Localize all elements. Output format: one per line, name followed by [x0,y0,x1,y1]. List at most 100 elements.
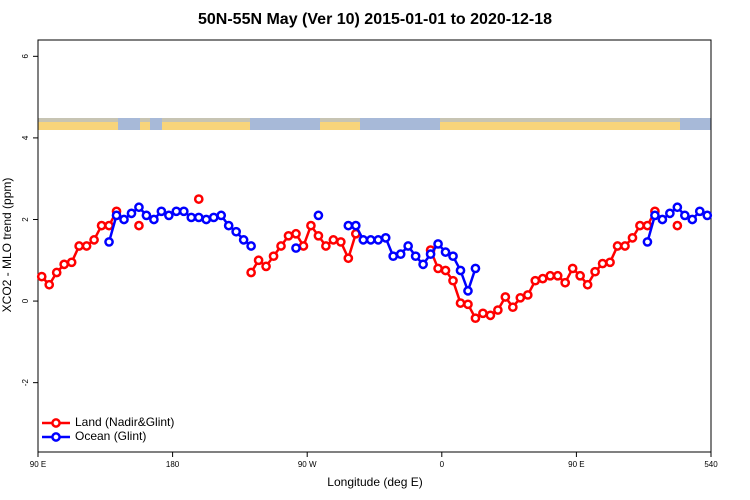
y-tick-label: 2 [21,217,30,222]
x-tick-label: 540 [704,460,718,469]
data-point [119,214,129,225]
data-point [66,257,77,268]
data-point [463,286,473,296]
y-tick-label: 6 [21,54,30,59]
data-point [89,235,99,245]
data-point [500,292,511,302]
data-point [455,265,466,276]
data-point [186,212,197,223]
data-point [171,206,182,217]
data-point [605,257,615,268]
data-point [702,210,713,221]
data-point [104,220,114,231]
data-point [567,263,578,274]
legend-label: Ocean (Glint) [75,429,146,443]
data-point [537,273,548,284]
data-point [433,263,443,274]
data-point [193,212,204,223]
data-point [365,235,376,245]
data-point [425,249,436,260]
data-point [440,265,451,276]
data-point [246,241,256,251]
data-point [620,241,630,251]
data-point [59,259,70,270]
map-strip [38,118,711,130]
data-point [642,220,653,231]
data-point [388,251,399,262]
data-point [455,298,466,308]
data-point [485,310,496,321]
data-point [358,235,369,245]
legend-marker [51,432,61,442]
data-point [395,249,406,260]
data-point [149,214,159,225]
data-point [440,247,451,257]
data-point [321,241,331,251]
data-point [373,235,384,245]
data-point [679,210,690,221]
data-point [672,220,683,231]
data-point [642,237,653,247]
data-point [178,206,189,217]
data-point [350,220,361,231]
x-tick-label: 90 E [30,460,46,469]
data-point [223,220,234,231]
data-point [463,299,473,310]
data-point [313,230,324,241]
chart-title: 50N-55N May (Ver 10) 2015-01-01 to 2020-… [198,11,552,28]
data-point [291,243,301,253]
data-point [36,271,47,282]
data-point [448,275,458,286]
legend-label: Land (Nadir&Glint) [75,415,174,429]
data-point [313,210,324,221]
data-point [694,206,705,217]
data-point [193,194,204,204]
data-point [635,220,645,231]
data-point [336,237,346,247]
data-point [418,259,428,270]
data-point [268,251,279,262]
y-tick-label: -2 [21,379,30,387]
data-point [51,267,62,278]
data-point [552,270,563,281]
data-point [687,214,698,225]
data-point [216,210,227,221]
data-point [597,258,608,269]
data-point [530,275,541,286]
data-point [291,228,301,239]
data-point [276,241,286,251]
data-point [104,237,114,247]
x-tick-label: 90 W [298,460,317,469]
y-tick-label: 4 [21,135,30,140]
data-point [134,220,144,231]
data-point [231,226,242,237]
data-point [156,206,167,217]
data-point [650,210,660,221]
data-point [328,235,339,245]
data-point [74,241,84,251]
data-point [493,305,503,315]
data-point [283,230,294,241]
plot-frame [37,39,712,453]
data-point [44,279,55,290]
data-point [478,308,488,319]
data-point [612,241,623,251]
data-point [403,241,413,251]
data-point [246,267,256,278]
data-point [96,220,107,231]
data-point [306,220,316,231]
data-point [201,214,212,225]
data-point [560,277,571,288]
y-axis-title: XCO2 - MLO trend (ppm) [0,178,14,313]
data-point [164,210,174,221]
data-point [470,263,481,274]
x-axis-title: Longitude (deg E) [327,475,422,489]
data-point [238,235,249,245]
data-point [433,239,443,249]
y-tick-label: 0 [21,298,30,303]
data-point [470,313,481,324]
data-point [515,292,526,303]
data-point [141,210,152,221]
data-point [253,255,264,266]
